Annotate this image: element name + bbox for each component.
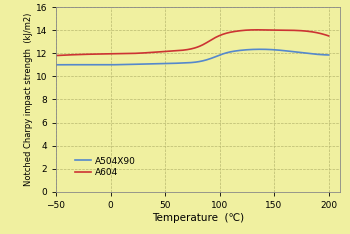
A504X90 bbox=[216, 54, 221, 57]
A504X90 bbox=[327, 54, 331, 56]
Y-axis label: Notched Charpy impact strength  (kJ/m2): Notched Charpy impact strength (kJ/m2) bbox=[24, 13, 33, 186]
A504X90 bbox=[55, 63, 59, 66]
A504X90 bbox=[222, 52, 226, 55]
X-axis label: Temperature  (℃): Temperature (℃) bbox=[152, 213, 244, 223]
Line: A504X90: A504X90 bbox=[56, 49, 329, 65]
A604 bbox=[285, 29, 289, 32]
A504X90 bbox=[217, 54, 221, 57]
Line: A604: A604 bbox=[56, 30, 329, 55]
A504X90 bbox=[258, 48, 262, 51]
A504X90 bbox=[97, 63, 101, 66]
A604 bbox=[221, 33, 225, 36]
A504X90 bbox=[54, 63, 58, 66]
A504X90 bbox=[303, 52, 307, 55]
A604 bbox=[54, 54, 58, 57]
A604 bbox=[216, 35, 221, 37]
A604 bbox=[327, 34, 331, 37]
A604 bbox=[256, 29, 260, 31]
A604 bbox=[215, 35, 219, 38]
A504X90 bbox=[286, 50, 290, 52]
Legend: A504X90, A604: A504X90, A604 bbox=[72, 154, 139, 180]
A604 bbox=[302, 29, 306, 32]
A604 bbox=[55, 54, 59, 57]
